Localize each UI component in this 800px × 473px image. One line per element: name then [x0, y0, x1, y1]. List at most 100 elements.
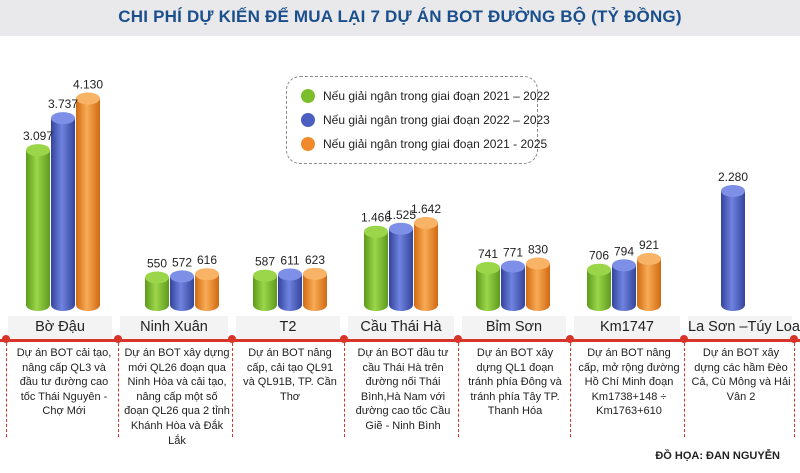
legend-label: Nếu giải ngân trong giai đoạn 2022 – 202…	[323, 113, 550, 127]
separator-dot	[790, 335, 798, 343]
separator-line	[232, 343, 233, 437]
bar-cap-2021-2025	[637, 252, 661, 265]
bar-2022-2023	[51, 118, 75, 306]
bar-base-2022-2023	[51, 299, 75, 311]
bar-cap-2021-2022	[26, 144, 50, 157]
bar-base-2022-2023	[612, 299, 636, 311]
legend-label: Nếu giải ngân trong giai đoạn 2021 – 202…	[323, 89, 550, 103]
separator-dot	[454, 335, 462, 343]
category-panel	[462, 316, 566, 340]
bar-2021-2025	[526, 263, 550, 305]
value-label: 623	[305, 253, 325, 267]
value-label: 771	[503, 245, 523, 259]
bar-base-2021-2022	[587, 299, 611, 311]
legend-label: Nếu giải ngân trong giai đoạn 2021 - 202…	[323, 137, 548, 151]
bar-2021-2022	[364, 231, 388, 305]
description-bo-dau: Dự án BOT cải tạo, nâng cấp QL3 và đầu t…	[16, 347, 112, 418]
value-label: 587	[255, 255, 275, 269]
bar-2021-2022	[476, 267, 500, 305]
category-panel	[236, 316, 340, 340]
bar-2022-2023	[721, 191, 745, 305]
value-label: 550	[147, 257, 167, 271]
bar-cap-2021-2025	[414, 216, 438, 229]
bar-base-2021-2022	[26, 299, 50, 311]
bar-base-2021-2022	[476, 299, 500, 311]
bar-cap-2021-2022	[364, 225, 388, 238]
description-km1747: Dự án BOT nâng cấp, mở rộng đường Hồ Chí…	[578, 347, 680, 418]
bar-base-2021-2025	[637, 299, 661, 311]
bar-cap-2022-2023	[278, 268, 302, 281]
value-label: 794	[614, 244, 634, 258]
separator-line	[458, 343, 459, 437]
value-label: 706	[589, 249, 609, 263]
bar-2021-2025	[637, 258, 661, 305]
bar-base-2021-2025	[526, 299, 550, 311]
category-label-la-son: La Sơn –Túy Loan	[688, 319, 800, 335]
category-label-cau-thai-ha: Cầu Thái Hà	[360, 319, 442, 335]
separator-dot	[228, 335, 236, 343]
category-panel	[688, 316, 792, 340]
graphic-credit: ĐỒ HỌA: ĐAN NGUYỄN	[655, 450, 780, 462]
bar-cap-2021-2022	[587, 263, 611, 276]
bar-cap-2021-2022	[145, 271, 169, 284]
bar-base-2022-2023	[170, 299, 194, 311]
bar-base-2021-2022	[145, 299, 169, 311]
separator-line	[570, 343, 571, 437]
value-label: 4.130	[73, 78, 103, 92]
value-label: 1.525	[386, 208, 416, 222]
category-label-ninh-xuan: Ninh Xuân	[140, 319, 208, 335]
bar-2022-2023	[501, 266, 525, 305]
category-panel	[348, 316, 454, 340]
separator-line	[344, 343, 345, 437]
separator-dot	[680, 335, 688, 343]
legend-item-2021-2025: Nếu giải ngân trong giai đoạn 2021 - 202…	[301, 134, 547, 154]
bar-base-2022-2023	[278, 299, 302, 311]
value-label: 616	[197, 253, 217, 267]
category-panel	[8, 316, 112, 340]
bar-base-2021-2022	[253, 299, 277, 311]
bar-cap-2021-2025	[526, 257, 550, 270]
bar-base-2021-2025	[414, 299, 438, 311]
legend-dot-green	[301, 89, 315, 103]
value-label: 741	[478, 247, 498, 261]
category-label-km1747: Km1747	[599, 319, 654, 335]
value-label: 1.466	[361, 211, 391, 225]
description-bim-son: Dự án BOT xây dựng QL1 đoạn tránh phía Đ…	[468, 347, 562, 418]
legend-dot-orange	[301, 137, 315, 151]
value-label: 611	[280, 253, 299, 267]
description-cau-thai-ha: Dự án BOT đầu tư cầu Thái Hà trên đường …	[355, 347, 451, 432]
bar-cap-2022-2023	[389, 222, 413, 235]
value-label: 1.642	[411, 202, 441, 216]
value-label: 3.097	[23, 129, 53, 143]
bar-cap-2022-2023	[612, 259, 636, 272]
legend-item-2022-2023: Nếu giải ngân trong giai đoạn 2022 – 202…	[301, 110, 550, 130]
value-label: 921	[639, 238, 659, 252]
separator-dot	[566, 335, 574, 343]
separator-dot	[340, 335, 348, 343]
value-label: 2.280	[718, 170, 748, 184]
bar-cap-2022-2023	[721, 185, 745, 197]
legend: Nếu giải ngân trong giai đoạn 2021 – 202…	[286, 76, 550, 164]
bar-cap-2022-2023	[51, 112, 75, 125]
separator-line	[794, 343, 795, 437]
description-t2: Dự án BOT nâng cấp, cải tạo QL91 và QL91…	[243, 347, 337, 403]
bar-2022-2023	[612, 265, 636, 305]
category-label-bim-son: Bỉm Sơn	[485, 319, 543, 335]
bar-layer	[26, 92, 745, 311]
bar-2021-2022	[26, 150, 50, 305]
value-label: 572	[172, 255, 192, 269]
bar-cap-2021-2022	[253, 269, 277, 282]
bar-cap-2021-2025	[76, 92, 100, 105]
separator-dot	[114, 335, 122, 343]
bar-cap-2021-2025	[195, 268, 219, 281]
bar-2021-2025	[414, 222, 438, 305]
red-divider-line	[0, 339, 800, 342]
bar-base-2022-2023	[501, 299, 525, 311]
bar-base-2021-2025	[195, 299, 219, 311]
category-panel	[574, 316, 680, 340]
separator-line	[118, 343, 119, 437]
bar-cap-2021-2022	[476, 261, 500, 274]
category-label-bo-dau: Bờ Đậu	[35, 319, 85, 335]
